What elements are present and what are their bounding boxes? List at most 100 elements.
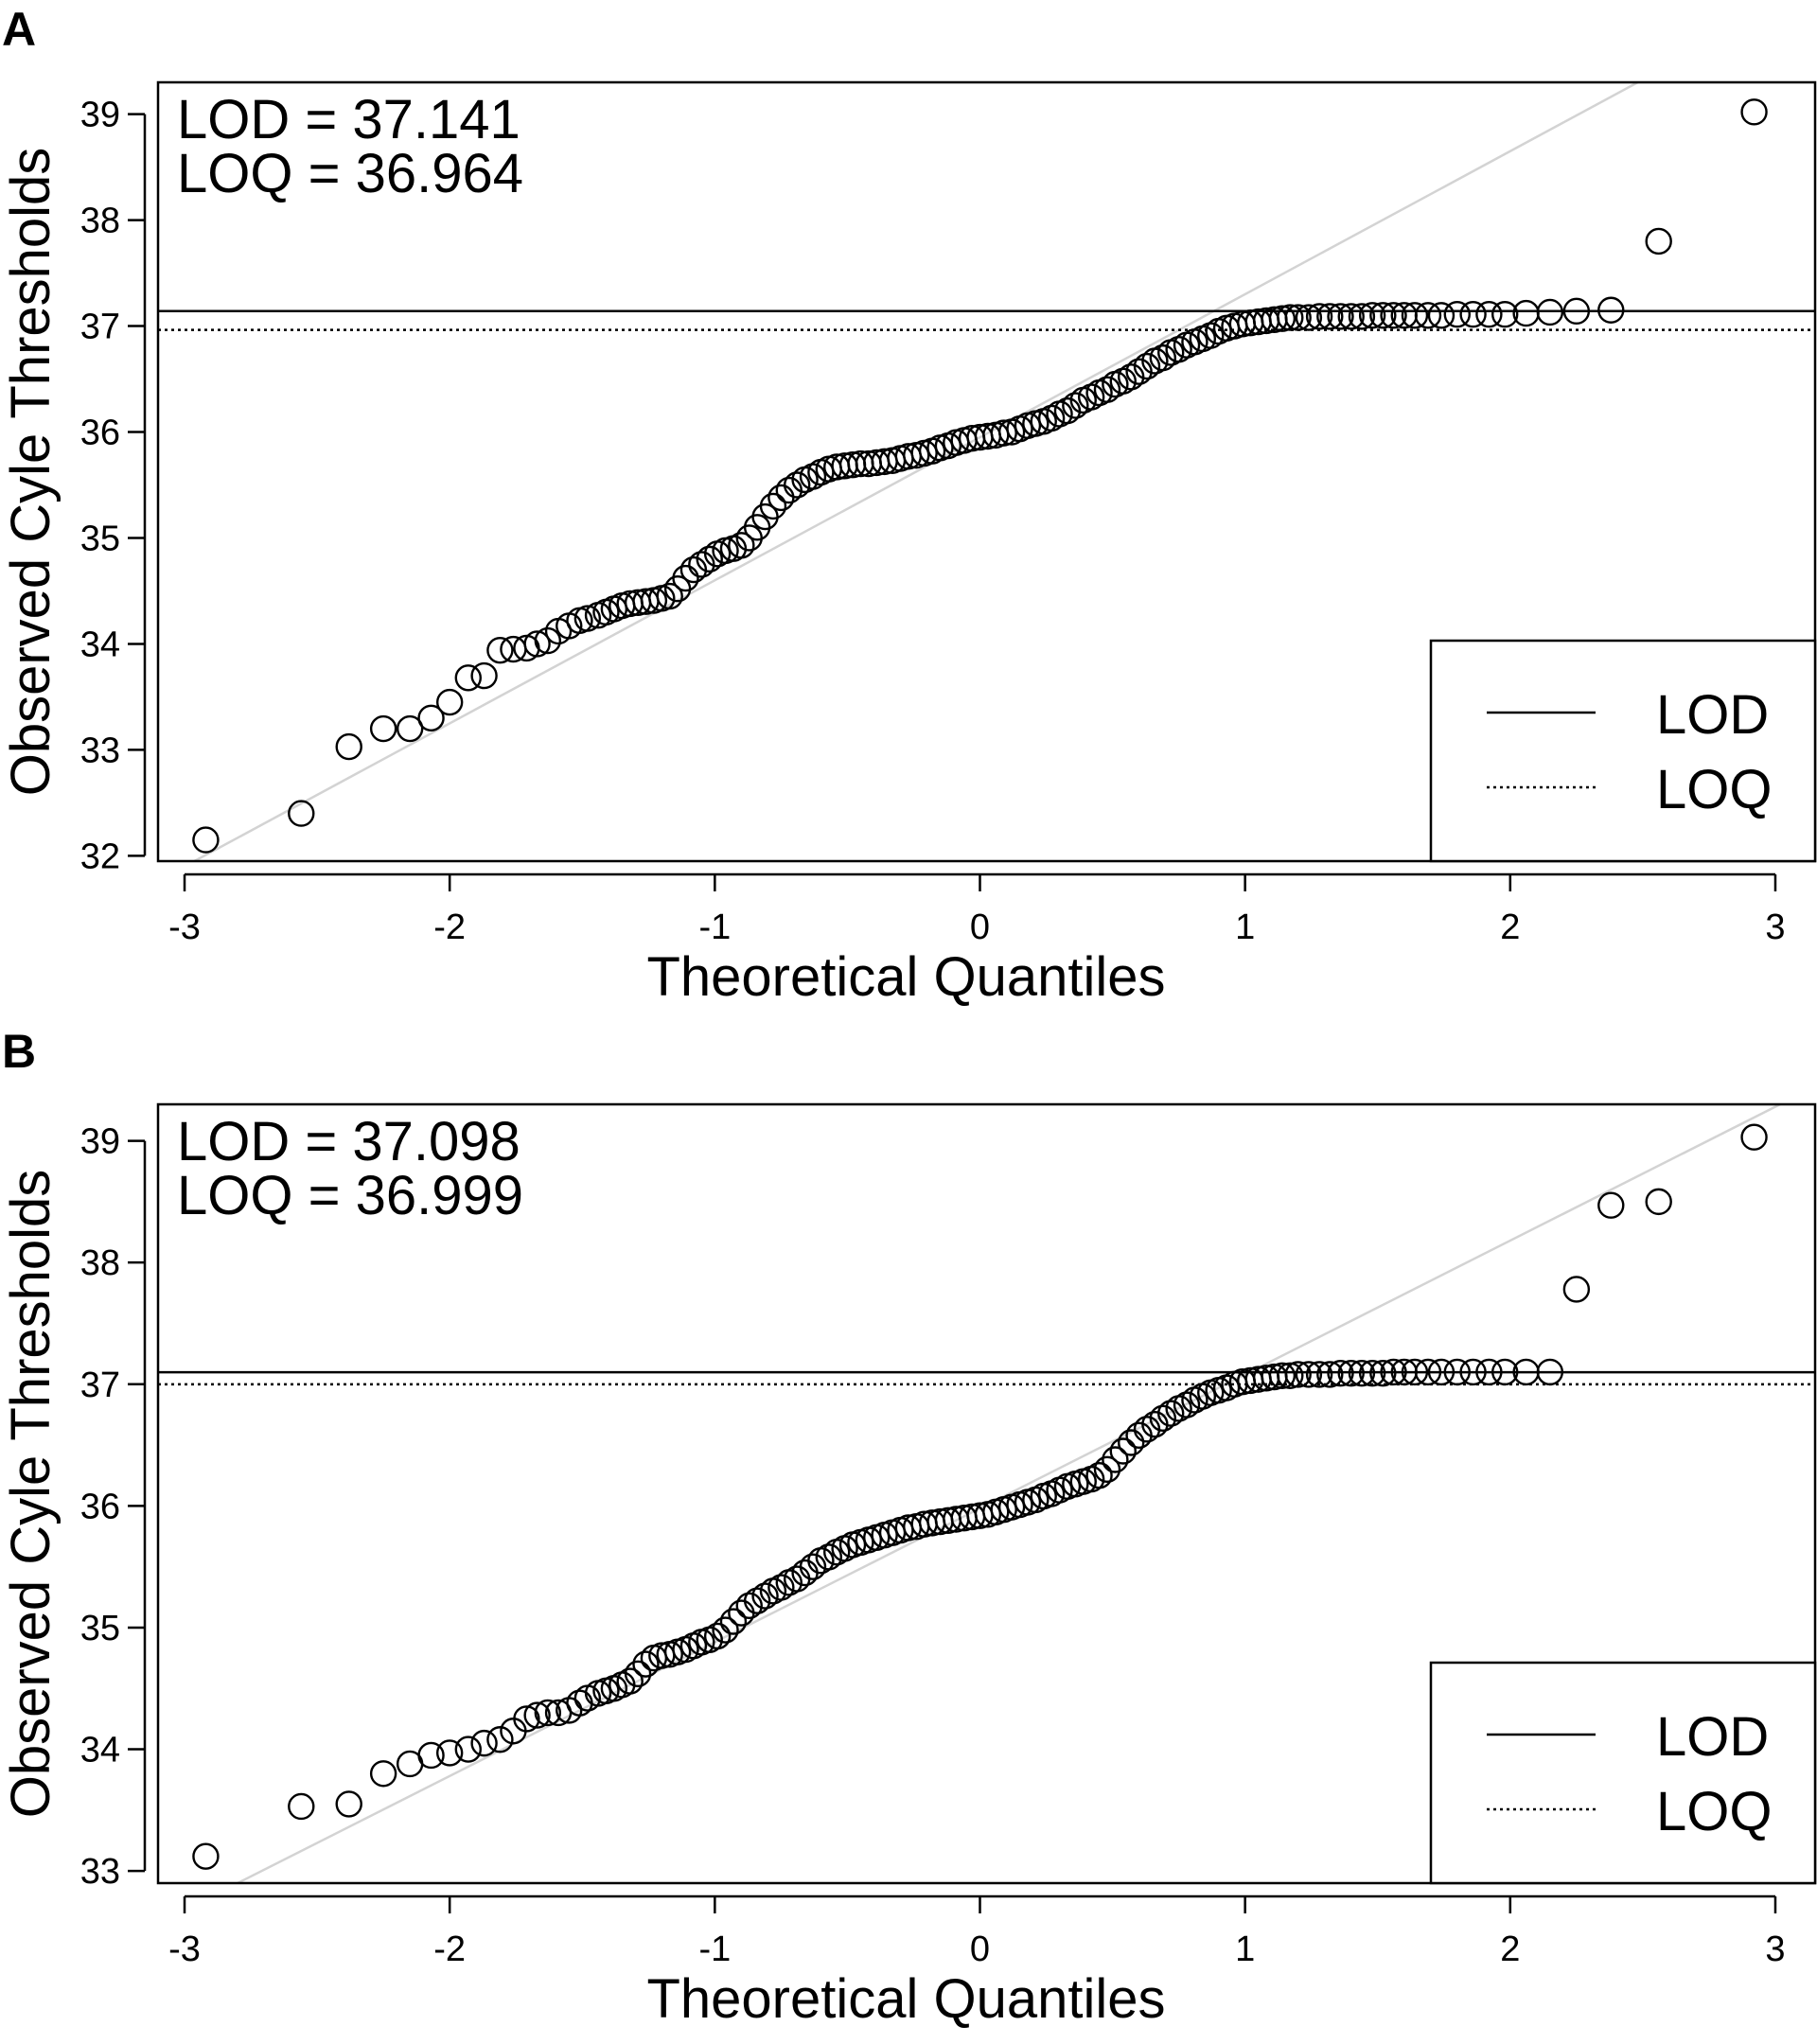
data-point [1401,1358,1429,1386]
data-point [1645,1188,1672,1216]
data-point [573,605,602,632]
data-point [997,1493,1026,1521]
y-tick-label: 39 [80,1122,120,1162]
data-point [1443,301,1471,328]
panel-letter: A [2,3,36,56]
x-tick-label: 1 [1235,907,1255,947]
data-point [1459,1358,1487,1386]
data-point [470,1729,498,1757]
data-point [1414,302,1442,329]
data-point [878,1519,907,1546]
data-point [192,1842,220,1870]
data-point [1327,303,1354,330]
x-tick-label: -1 [698,1929,731,1969]
data-point [728,532,755,559]
data-point [751,1582,779,1610]
data-point [1069,1468,1097,1495]
data-point [1284,1361,1312,1388]
x-tick-label: -1 [698,907,731,947]
annotation-lod: LOD = 37.141 [177,89,520,150]
data-point [1645,227,1672,256]
data-point [1597,296,1625,324]
data-point [1427,302,1455,329]
data-point [767,1574,795,1601]
y-tick-label: 38 [80,1243,120,1283]
y-tick-label: 38 [80,202,120,241]
data-point [1093,376,1121,403]
data-point [887,1516,914,1544]
data-point [696,545,723,573]
data-point [1348,303,1376,330]
data-point [688,551,715,578]
data-point [1006,1490,1033,1519]
y-axis-title: Observed Cyle Thresholds [0,148,62,797]
y-axis-title: Observed Cyle Thresholds [0,1170,62,1819]
x-tick-label: 2 [1500,907,1520,947]
data-point [335,732,362,761]
x-tick-label: 0 [970,1929,990,1969]
data-point [1268,305,1297,332]
data-point [982,1498,1010,1525]
data-point [1109,1437,1137,1465]
x-tick-label: -2 [433,1929,466,1969]
data-point [624,1660,652,1688]
data-point [815,1543,843,1571]
data-point [534,1699,562,1727]
x-tick-label: -2 [433,907,466,947]
x-tick-label: 2 [1500,1929,1520,1969]
plot-area [158,1104,1815,1883]
data-point [192,826,220,854]
x-axis-title: Theoretical Quantiles [646,1968,1165,2030]
data-point [1284,304,1312,331]
data-point [1093,1455,1121,1483]
y-tick-label: 37 [80,308,120,347]
data-point [1348,1359,1376,1387]
data-point [1369,1359,1397,1387]
data-point [1327,1359,1354,1387]
data-point [417,704,445,732]
plot-frame [156,80,1817,863]
plot-area [158,82,1815,861]
data-point [1491,301,1519,328]
data-point [1491,1358,1519,1386]
data-point [1358,1359,1386,1387]
data-point [632,1650,660,1678]
y-tick-label: 35 [80,519,120,558]
data-point [847,1528,874,1557]
data-point [1305,303,1333,330]
data-point [1053,1472,1082,1500]
annotation-loq: LOQ = 36.999 [177,1165,523,1226]
data-point [1337,303,1365,330]
x-tick-label: 0 [970,907,990,947]
data-point [1277,1362,1304,1389]
data-point [1149,344,1177,372]
data-point [1149,1404,1177,1432]
data-point [470,661,498,690]
data-point [1380,1358,1407,1386]
data-point [743,1587,771,1614]
legend: LOD LOQ [1429,639,1817,863]
data-point [871,1522,898,1549]
y-tick-label: 37 [80,1366,120,1405]
data-point [1062,1471,1089,1498]
data-point [672,564,699,592]
data-point [1536,298,1564,326]
data-point [640,1644,668,1672]
data-point [783,471,811,499]
data-point [1157,1400,1185,1427]
data-point [1427,1358,1455,1386]
data-point [335,1790,362,1818]
x-tick-label: 3 [1765,907,1785,947]
legend-label-lod: LOD [1656,1706,1769,1768]
data-point [1597,1191,1625,1219]
data-point [775,476,803,504]
data-point [703,1622,732,1650]
data-point [719,1608,748,1635]
data-point [1277,304,1304,331]
data-point [1085,1462,1113,1489]
data-point [454,664,482,692]
y-tick-label: 34 [80,1731,120,1771]
data-point [1053,396,1082,425]
